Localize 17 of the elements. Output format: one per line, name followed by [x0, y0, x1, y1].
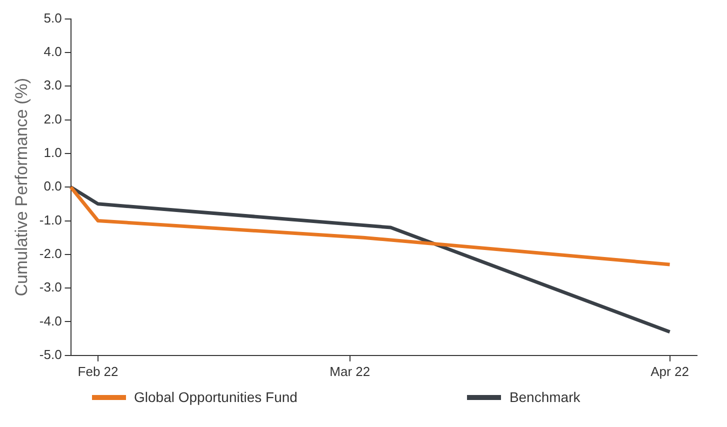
y-axis-title: Cumulative Performance (%)	[12, 78, 31, 296]
x-tick-label: Mar 22	[330, 364, 370, 379]
y-tick-label: 0.0	[44, 178, 62, 194]
y-tick-label: -4.0	[39, 313, 62, 328]
y-tick-label: 2.0	[44, 111, 62, 126]
y-tick-label: -2.0	[39, 246, 62, 261]
y-tick-label: 1.0	[44, 145, 62, 160]
x-tick-label: Feb 22	[78, 364, 118, 379]
x-tick-label: Apr 22	[650, 364, 689, 379]
y-tick-label: -1.0	[39, 212, 62, 228]
legend-label: Benchmark	[509, 389, 580, 405]
y-tick-label: 5.0	[44, 10, 62, 26]
legend-label: Global Opportunities Fund	[134, 389, 298, 405]
y-tick-label: 4.0	[44, 44, 62, 60]
y-tick-label: -3.0	[39, 280, 62, 295]
y-tick-label: 3.0	[44, 78, 62, 93]
y-tick-label: -5.0	[39, 346, 62, 362]
